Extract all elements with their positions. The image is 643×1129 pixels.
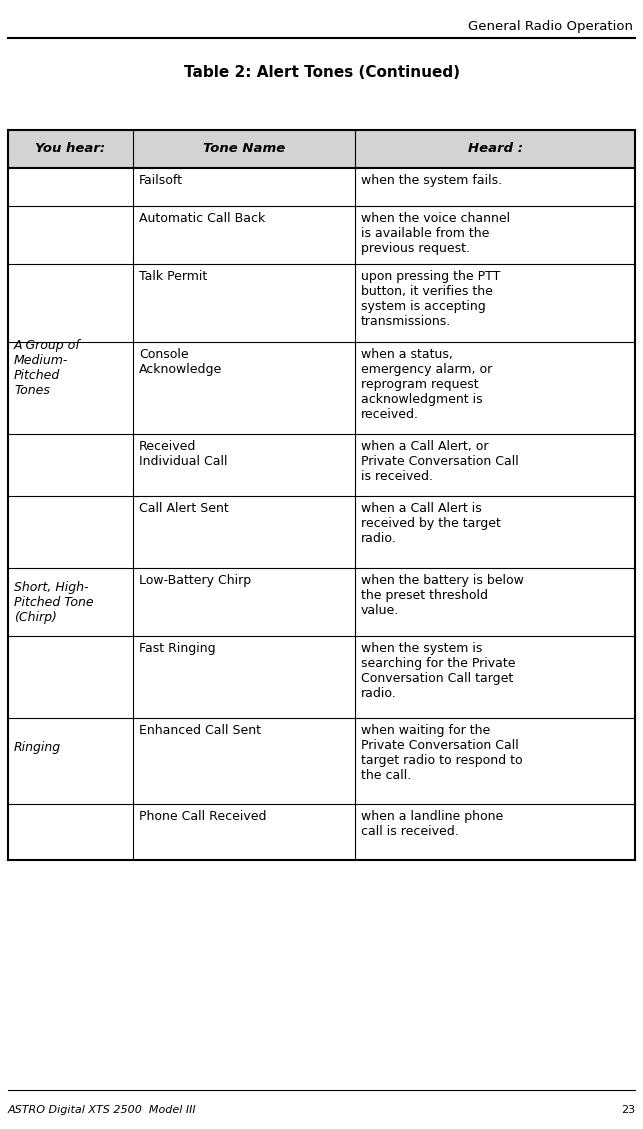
Text: when a status,
emergency alarm, or
reprogram request
acknowledgment is
received.: when a status, emergency alarm, or repro… (361, 348, 493, 421)
Text: Phone Call Received: Phone Call Received (139, 809, 266, 823)
Text: Ringing: Ringing (14, 742, 61, 754)
Text: Enhanced Call Sent: Enhanced Call Sent (139, 724, 261, 737)
Text: Short, High-
Pitched Tone
(Chirp): Short, High- Pitched Tone (Chirp) (14, 580, 94, 623)
Text: A Group of
Medium-
Pitched
Tones: A Group of Medium- Pitched Tones (14, 339, 80, 397)
Text: when the battery is below
the preset threshold
value.: when the battery is below the preset thr… (361, 574, 524, 618)
Text: You hear:: You hear: (35, 142, 105, 156)
Text: Table 2: Alert Tones (Continued): Table 2: Alert Tones (Continued) (183, 65, 460, 80)
Text: Talk Permit: Talk Permit (139, 270, 207, 283)
Text: Failsoft: Failsoft (139, 174, 183, 187)
Text: Console
Acknowledge: Console Acknowledge (139, 348, 222, 376)
Text: when a landline phone
call is received.: when a landline phone call is received. (361, 809, 503, 838)
Text: ASTRO Digital XTS 2500  Model III: ASTRO Digital XTS 2500 Model III (8, 1105, 197, 1115)
Text: when the system fails.: when the system fails. (361, 174, 502, 187)
Text: upon pressing the PTT
button, it verifies the
system is accepting
transmissions.: upon pressing the PTT button, it verifie… (361, 270, 500, 329)
Text: Received
Individual Call: Received Individual Call (139, 440, 228, 469)
Text: 23: 23 (621, 1105, 635, 1115)
Text: Heard :: Heard : (467, 142, 523, 156)
Text: Call Alert Sent: Call Alert Sent (139, 502, 229, 515)
Text: when waiting for the
Private Conversation Call
target radio to respond to
the ca: when waiting for the Private Conversatio… (361, 724, 523, 782)
Text: Automatic Call Back: Automatic Call Back (139, 212, 266, 225)
Text: when a Call Alert is
received by the target
radio.: when a Call Alert is received by the tar… (361, 502, 501, 545)
Bar (8, 130, 635, 168)
Text: when the voice channel
is available from the
previous request.: when the voice channel is available from… (361, 212, 510, 255)
Text: when the system is
searching for the Private
Conversation Call target
radio.: when the system is searching for the Pri… (361, 642, 516, 700)
Text: Low-Battery Chirp: Low-Battery Chirp (139, 574, 251, 587)
Text: Tone Name: Tone Name (203, 142, 285, 156)
Text: when a Call Alert, or
Private Conversation Call
is received.: when a Call Alert, or Private Conversati… (361, 440, 519, 483)
Text: Fast Ringing: Fast Ringing (139, 642, 215, 655)
Text: General Radio Operation: General Radio Operation (468, 20, 633, 33)
